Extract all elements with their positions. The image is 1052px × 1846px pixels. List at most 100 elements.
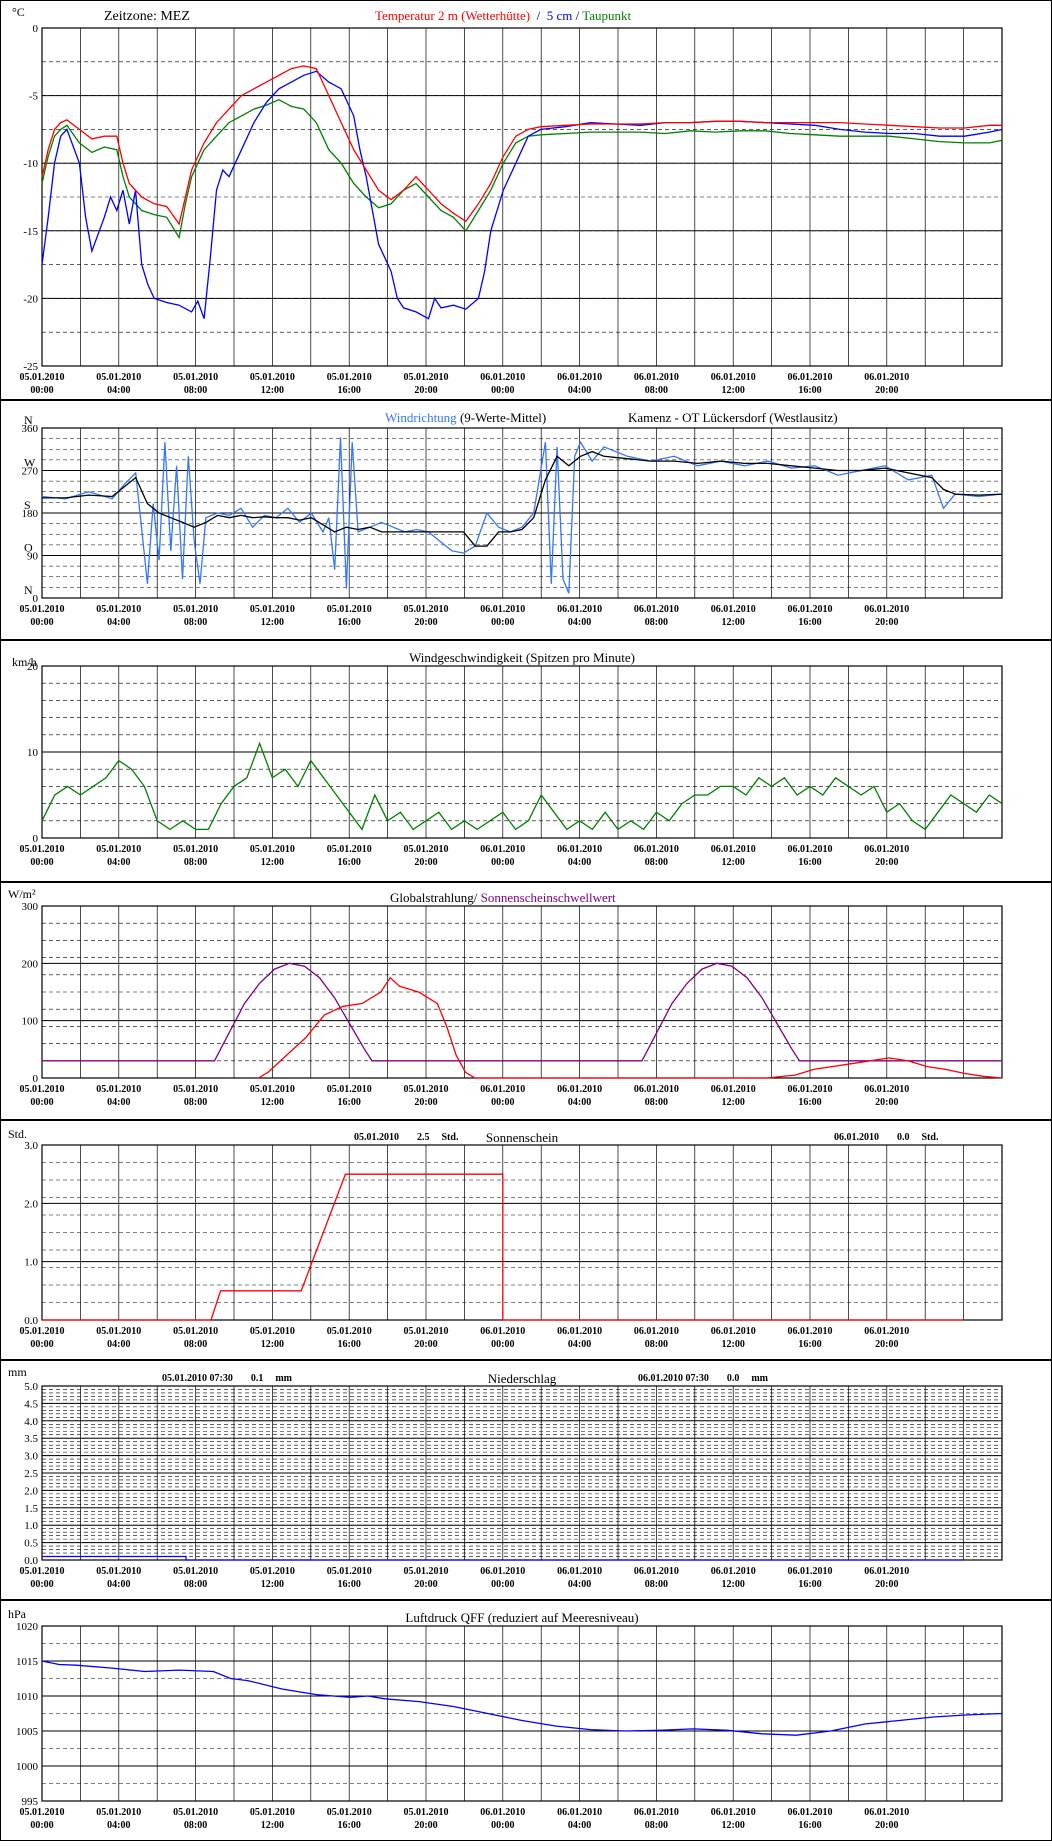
x-tick-time: 04:00	[568, 1579, 591, 1590]
x-tick-time: 20:00	[875, 617, 898, 628]
x-tick-time: 04:00	[107, 1097, 130, 1108]
x-tick-date: 06.01.2010	[480, 604, 525, 615]
x-tick-date: 06.01.2010	[634, 1566, 679, 1577]
x-tick-date: 05.01.2010	[327, 1566, 372, 1577]
x-tick-date: 05.01.2010	[20, 1807, 65, 1818]
x-tick-time: 16:00	[338, 1579, 361, 1590]
x-tick-date: 06.01.2010	[711, 1084, 756, 1095]
x-tick-date: 05.01.2010	[20, 1566, 65, 1577]
x-tick-time: 00:00	[30, 1820, 53, 1831]
y-tick-label: -20	[23, 293, 38, 305]
x-tick-time: 12:00	[261, 617, 284, 628]
x-tick-date: 05.01.2010	[20, 844, 65, 855]
y-tick-label: 300	[22, 901, 39, 913]
y-tick-label: 2.5	[24, 1468, 38, 1480]
x-tick-date: 05.01.2010	[20, 604, 65, 615]
x-tick-time: 08:00	[184, 1097, 207, 1108]
y-tick-label: 1020	[16, 1621, 39, 1633]
x-tick-time: 04:00	[568, 857, 591, 868]
x-tick-time: 08:00	[184, 857, 207, 868]
x-tick-date: 05.01.2010	[96, 1807, 141, 1818]
y-tick-label: 0	[33, 1073, 39, 1085]
x-tick-time: 08:00	[645, 385, 668, 396]
series-line-wind_speed-0	[41, 741, 1003, 831]
x-tick-time: 20:00	[875, 1820, 898, 1831]
y-tick-label: 20	[27, 661, 39, 673]
x-tick-time: 12:00	[722, 1579, 745, 1590]
x-tick-time: 12:00	[261, 1579, 284, 1590]
y-tick-label: 0	[33, 593, 39, 605]
x-tick-date: 06.01.2010	[788, 1084, 833, 1095]
y-tick-label: 1000	[16, 1761, 39, 1773]
unit-label: hPa	[8, 1607, 27, 1621]
x-tick-date: 06.01.2010	[864, 372, 909, 383]
y-tick-label: -25	[23, 361, 38, 373]
x-tick-date: 06.01.2010	[634, 1326, 679, 1337]
x-tick-date: 05.01.2010	[173, 1566, 218, 1577]
x-tick-time: 12:00	[722, 385, 745, 396]
x-tick-time: 12:00	[722, 617, 745, 628]
y-tick-label: 1005	[16, 1726, 39, 1738]
y-tick-label: 5.0	[24, 1381, 38, 1393]
panel-frame	[0, 0, 1052, 400]
y-tick-label: 90	[27, 551, 39, 563]
x-tick-time: 20:00	[414, 1339, 437, 1350]
y-tick-label: 360	[22, 423, 39, 435]
x-tick-date: 06.01.2010	[634, 604, 679, 615]
x-tick-date: 05.01.2010	[250, 1084, 295, 1095]
title-part: 5 cm	[547, 8, 573, 23]
x-tick-time: 08:00	[645, 1097, 668, 1108]
x-tick-time: 16:00	[798, 617, 821, 628]
x-tick-time: 16:00	[338, 385, 361, 396]
x-tick-time: 12:00	[261, 857, 284, 868]
x-tick-time: 08:00	[645, 857, 668, 868]
x-tick-time: 20:00	[414, 1820, 437, 1831]
x-tick-time: 16:00	[338, 1820, 361, 1831]
y-tick-label: -15	[23, 226, 38, 238]
x-tick-date: 05.01.2010	[20, 1084, 65, 1095]
x-tick-date: 06.01.2010	[788, 604, 833, 615]
x-tick-time: 00:00	[491, 1097, 514, 1108]
x-tick-date: 05.01.2010	[96, 1326, 141, 1337]
x-tick-time: 08:00	[184, 1339, 207, 1350]
y-tick-label: 3.0	[24, 1140, 38, 1152]
y-tick-label: 4.5	[24, 1398, 38, 1410]
x-tick-date: 06.01.2010	[788, 844, 833, 855]
x-tick-date: 05.01.2010	[404, 844, 449, 855]
x-tick-date: 06.01.2010	[864, 1807, 909, 1818]
day-total-value: 0.0	[727, 1373, 740, 1384]
y-tick-label: 1.0	[24, 1257, 38, 1269]
x-tick-time: 16:00	[798, 1339, 821, 1350]
day-total-unit: Std.	[442, 1132, 459, 1143]
x-tick-date: 06.01.2010	[711, 1566, 756, 1577]
x-tick-date: 05.01.2010	[327, 844, 372, 855]
x-tick-time: 00:00	[30, 385, 53, 396]
y-tick-label: -10	[23, 158, 38, 170]
x-tick-time: 16:00	[338, 1097, 361, 1108]
x-tick-date: 05.01.2010	[250, 1326, 295, 1337]
y-tick-label: 0	[33, 23, 39, 35]
day-total-unit: mm	[275, 1373, 292, 1384]
y-tick-label: 2.0	[24, 1485, 38, 1497]
x-tick-date: 06.01.2010	[711, 1807, 756, 1818]
x-tick-time: 00:00	[491, 1820, 514, 1831]
panel-frame	[0, 1120, 1052, 1360]
x-tick-date: 06.01.2010	[634, 1084, 679, 1095]
x-tick-time: 00:00	[30, 1097, 53, 1108]
title-part: /	[572, 8, 582, 23]
x-tick-time: 16:00	[798, 1097, 821, 1108]
day-total-unit: mm	[751, 1373, 768, 1384]
x-tick-time: 20:00	[414, 385, 437, 396]
x-tick-date: 06.01.2010	[711, 604, 756, 615]
x-tick-date: 05.01.2010	[173, 844, 218, 855]
x-tick-time: 16:00	[798, 1820, 821, 1831]
x-tick-date: 05.01.2010	[404, 1084, 449, 1095]
x-tick-date: 05.01.2010	[404, 1326, 449, 1337]
x-tick-date: 05.01.2010	[250, 1566, 295, 1577]
x-tick-time: 12:00	[722, 1097, 745, 1108]
